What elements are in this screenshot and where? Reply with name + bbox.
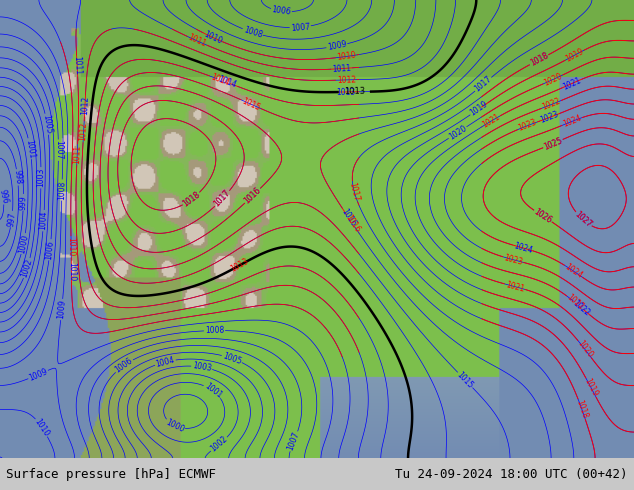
Text: 1024: 1024 (563, 262, 584, 280)
Text: 1001: 1001 (202, 381, 223, 400)
Text: 1006: 1006 (113, 356, 134, 375)
Text: 1026: 1026 (533, 207, 553, 225)
Text: 1010: 1010 (67, 262, 76, 281)
Text: 999: 999 (18, 195, 28, 210)
Text: 1011: 1011 (186, 33, 207, 49)
Text: Surface pressure [hPa] ECMWF: Surface pressure [hPa] ECMWF (6, 467, 216, 481)
Text: 1008: 1008 (205, 326, 224, 335)
Text: 1009: 1009 (27, 367, 49, 383)
Text: 1017: 1017 (473, 74, 493, 94)
Text: 1000: 1000 (17, 233, 30, 254)
Text: 1023: 1023 (539, 110, 560, 125)
Text: 1007: 1007 (290, 22, 310, 32)
Text: 1020: 1020 (542, 72, 564, 88)
Text: 1010: 1010 (202, 29, 224, 46)
Text: 1018: 1018 (574, 398, 589, 419)
Text: 1021: 1021 (562, 75, 583, 92)
Text: 1023: 1023 (503, 253, 524, 267)
Text: 1026: 1026 (533, 207, 553, 225)
Text: 1018: 1018 (529, 51, 550, 68)
Text: 1015: 1015 (240, 96, 262, 112)
Text: 1004: 1004 (39, 211, 49, 231)
Text: 1024: 1024 (562, 114, 583, 129)
Text: 1022: 1022 (571, 298, 592, 318)
Text: 1017: 1017 (212, 189, 232, 209)
Text: 1018: 1018 (529, 51, 550, 68)
Text: 1021: 1021 (481, 112, 501, 130)
Text: 1012: 1012 (79, 122, 89, 142)
Text: 1020: 1020 (575, 339, 594, 360)
Text: 1001: 1001 (24, 139, 36, 159)
Text: 1002: 1002 (209, 435, 230, 454)
Text: 1014: 1014 (209, 72, 230, 87)
Text: 1007: 1007 (54, 141, 63, 160)
Text: 1012: 1012 (80, 96, 90, 116)
Text: 1018: 1018 (181, 190, 202, 209)
Text: 1016: 1016 (243, 186, 262, 206)
Text: 1008: 1008 (242, 25, 263, 40)
Text: Tu 24-09-2024 18:00 UTC (00+42): Tu 24-09-2024 18:00 UTC (00+42) (395, 467, 628, 481)
Text: 1006: 1006 (271, 5, 292, 17)
Text: 996: 996 (0, 188, 10, 204)
Text: 1023: 1023 (517, 118, 538, 133)
Text: 1013: 1013 (344, 87, 365, 97)
Text: 1009: 1009 (56, 299, 67, 319)
Text: 1021: 1021 (505, 280, 525, 294)
Text: 1024: 1024 (512, 241, 533, 255)
Text: 1011: 1011 (72, 56, 82, 75)
Text: 1016: 1016 (344, 214, 362, 234)
Text: 1000: 1000 (164, 417, 186, 434)
Text: 1010: 1010 (67, 237, 75, 256)
Text: 1019: 1019 (564, 47, 585, 64)
Text: 1017: 1017 (212, 189, 232, 209)
Text: 1015: 1015 (455, 370, 475, 390)
Text: 1003: 1003 (36, 168, 46, 188)
Text: 1007: 1007 (286, 431, 302, 452)
Text: 1014: 1014 (217, 75, 238, 90)
Text: 1027: 1027 (573, 210, 593, 229)
Text: 1011: 1011 (72, 145, 82, 165)
Text: 1016: 1016 (339, 207, 358, 228)
Text: 1013: 1013 (230, 257, 250, 274)
Text: 1027: 1027 (573, 210, 593, 229)
Text: 1013: 1013 (337, 87, 356, 97)
Text: 1005: 1005 (41, 114, 53, 134)
Text: 1025: 1025 (542, 136, 564, 151)
Text: 1022: 1022 (541, 97, 562, 112)
Text: 1009: 1009 (327, 40, 347, 52)
Text: 1011: 1011 (332, 64, 351, 74)
Text: 1016: 1016 (243, 186, 262, 206)
Text: 997: 997 (6, 211, 17, 227)
Text: 1005: 1005 (221, 351, 243, 366)
Text: 1008: 1008 (57, 180, 67, 200)
Text: 1018: 1018 (181, 190, 202, 209)
Text: 1006: 1006 (44, 240, 56, 260)
Text: 1020: 1020 (447, 123, 468, 142)
Text: 1022: 1022 (565, 293, 585, 312)
Text: 1012: 1012 (337, 75, 356, 85)
Text: 1019: 1019 (583, 377, 600, 398)
Text: 1017: 1017 (347, 181, 361, 202)
Text: 1025: 1025 (542, 136, 564, 151)
Text: 1010: 1010 (33, 417, 51, 438)
Text: 1002: 1002 (20, 258, 34, 279)
Text: 1004: 1004 (155, 355, 176, 369)
Text: 1019: 1019 (469, 99, 489, 118)
Text: 1010: 1010 (336, 50, 356, 62)
Text: 1003: 1003 (191, 361, 212, 373)
Text: 998: 998 (12, 170, 23, 185)
